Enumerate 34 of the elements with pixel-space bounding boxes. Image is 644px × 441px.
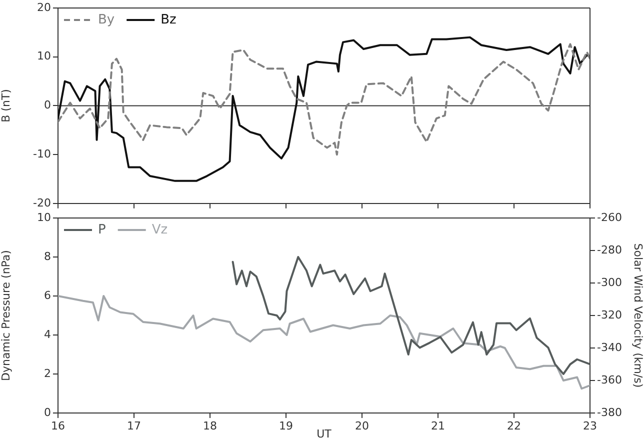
y-tick-label: 10 [37, 50, 51, 63]
y-tick-label: 2 [44, 366, 51, 380]
legend-label: Bz [160, 12, 177, 28]
y2-tick-label: -320 [597, 308, 622, 322]
y-tick-label: 0 [44, 98, 51, 112]
y-tick-label: 4 [44, 328, 51, 341]
y-tick-label: 0 [44, 406, 51, 419]
x-tick-label: 21 [431, 419, 445, 432]
y-tick-label: -20 [33, 196, 51, 210]
y-tick-label: 6 [44, 288, 51, 302]
y-tick-label: 8 [44, 250, 51, 263]
legend-label: By [98, 12, 115, 28]
x-tick-label: 16 [51, 419, 65, 432]
y-tick-label: 10 [37, 210, 51, 224]
y-axis-title: B (nT) [0, 89, 12, 122]
x-tick-label: 18 [203, 419, 217, 432]
y2-tick-label: -260 [597, 210, 622, 224]
x-tick-label: 20 [355, 419, 369, 432]
y-axis-title: Dynamic Pressure (nPa) [0, 250, 12, 381]
x-tick-label: 19 [279, 419, 293, 432]
x-tick-label: 23 [583, 419, 597, 432]
y-tick-label: -10 [33, 147, 51, 160]
y2-tick-label: -280 [597, 243, 622, 256]
y2-tick-label: -360 [597, 373, 622, 386]
y2-axis-title: Solar Wind Velocity (km/s) [632, 243, 644, 388]
x-tick-label: 17 [127, 419, 141, 432]
y2-tick-label: -300 [597, 276, 622, 289]
y2-tick-label: -380 [597, 406, 622, 419]
x-tick-label: 22 [507, 419, 521, 432]
x-axis-title: UT [316, 427, 332, 440]
y2-tick-label: -340 [597, 340, 622, 354]
legend-label: Vz [152, 222, 168, 238]
legend-label: P [98, 222, 106, 238]
y-tick-label: 20 [37, 0, 51, 14]
